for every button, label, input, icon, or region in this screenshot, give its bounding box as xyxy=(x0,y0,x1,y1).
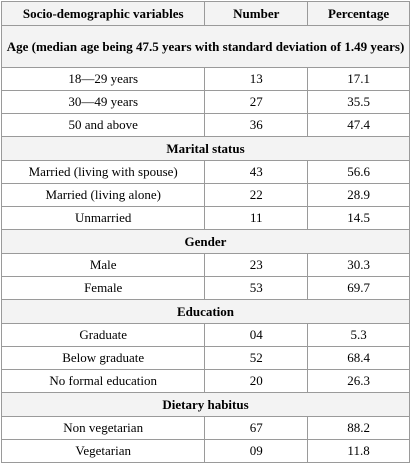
row-percentage: 26.3 xyxy=(307,369,410,393)
row-percentage: 17.1 xyxy=(307,67,410,91)
row-label: Unmarried xyxy=(0,206,206,230)
table-row: 50 and above 36 47.4 xyxy=(0,113,410,137)
row-percentage: 56.6 xyxy=(307,160,410,184)
row-percentage: 28.9 xyxy=(307,183,410,207)
row-label: Married (living with spouse) xyxy=(0,160,206,184)
table-row: Male 23 30.3 xyxy=(0,253,410,277)
row-percentage: 11.8 xyxy=(307,439,410,463)
row-number: 04 xyxy=(204,323,309,347)
section-title: Dietary habitus xyxy=(1,392,410,417)
row-percentage: 88.2 xyxy=(307,416,410,440)
row-number: 20 xyxy=(204,369,309,393)
table-row: Vegetarian 09 11.8 xyxy=(0,439,410,463)
row-number: 23 xyxy=(204,253,309,277)
section-header-education: Education xyxy=(1,299,410,324)
row-number: 27 xyxy=(204,90,309,114)
row-label: Graduate xyxy=(0,323,206,347)
section-header-age: Age (median age being 47.5 years with st… xyxy=(1,25,410,68)
row-percentage: 35.5 xyxy=(307,90,410,114)
table-row: Below graduate 52 68.4 xyxy=(0,346,410,370)
row-number: 13 xyxy=(204,67,309,91)
header-number: Number xyxy=(204,1,309,26)
section-title: Education xyxy=(1,299,410,324)
row-label: 30—49 years xyxy=(0,90,206,114)
row-number: 52 xyxy=(204,346,309,370)
row-label: Vegetarian xyxy=(0,439,206,463)
row-number: 67 xyxy=(204,416,309,440)
header-percentage: Percentage xyxy=(307,1,410,26)
row-percentage: 5.3 xyxy=(307,323,410,347)
section-header-gender: Gender xyxy=(1,229,410,254)
header-row: Socio-demographic variables Number Perce… xyxy=(0,1,410,26)
section-title: Age (median age being 47.5 years with st… xyxy=(1,25,410,68)
table-row: Unmarried 11 14.5 xyxy=(0,206,410,230)
row-label: Female xyxy=(0,276,206,300)
table-row: Married (living alone) 22 28.9 xyxy=(0,183,410,207)
row-label: No formal education xyxy=(0,369,206,393)
row-percentage: 14.5 xyxy=(307,206,410,230)
row-percentage: 69.7 xyxy=(307,276,410,300)
table-row: Non vegetarian 67 88.2 xyxy=(0,416,410,440)
row-label: Married (living alone) xyxy=(0,183,206,207)
row-label: Non vegetarian xyxy=(0,416,206,440)
table-row: 18—29 years 13 17.1 xyxy=(0,67,410,91)
row-number: 53 xyxy=(204,276,309,300)
table-row: No formal education 20 26.3 xyxy=(0,369,410,393)
row-label: 18—29 years xyxy=(0,67,206,91)
row-label: 50 and above xyxy=(0,113,206,137)
table-row: Married (living with spouse) 43 56.6 xyxy=(0,160,410,184)
section-title: Marital status xyxy=(1,136,410,161)
section-header-dietary-habitus: Dietary habitus xyxy=(1,392,410,417)
row-number: 43 xyxy=(204,160,309,184)
section-header-marital-status: Marital status xyxy=(1,136,410,161)
row-label: Male xyxy=(0,253,206,277)
header-variables: Socio-demographic variables xyxy=(0,1,206,26)
table-row: Graduate 04 5.3 xyxy=(0,323,410,347)
row-percentage: 47.4 xyxy=(307,113,410,137)
socio-demographic-table: Socio-demographic variables Number Perce… xyxy=(0,1,410,463)
row-percentage: 30.3 xyxy=(307,253,410,277)
row-label: Below graduate xyxy=(0,346,206,370)
section-title: Gender xyxy=(1,229,410,254)
table-row: 30—49 years 27 35.5 xyxy=(0,90,410,114)
row-number: 09 xyxy=(204,439,309,463)
table-row: Female 53 69.7 xyxy=(0,276,410,300)
row-percentage: 68.4 xyxy=(307,346,410,370)
row-number: 11 xyxy=(204,206,309,230)
row-number: 36 xyxy=(204,113,309,137)
row-number: 22 xyxy=(204,183,309,207)
